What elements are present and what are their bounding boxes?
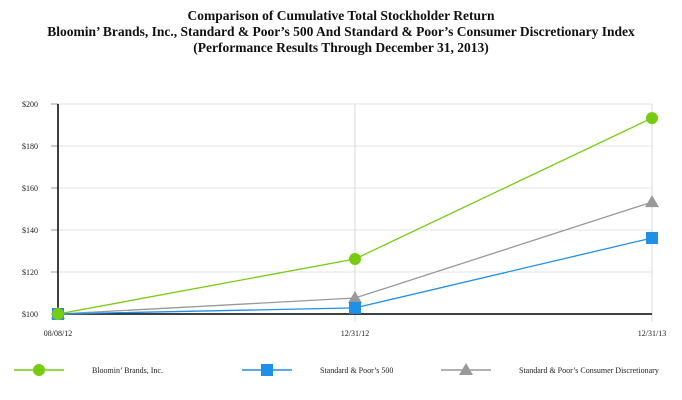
legend-label: Standard & Poor’s Consumer Discretionary [519, 366, 659, 375]
x-tick-label: 12/31/12 [341, 329, 369, 338]
x-tick-label: 08/08/12 [44, 329, 72, 338]
chart-title-line-1: Comparison of Cumulative Total Stockhold… [187, 8, 495, 23]
data-point-square [349, 301, 361, 314]
legend-label: Standard & Poor’s 500 [320, 366, 393, 375]
chart-title-line-3: (Performance Results Through December 31… [193, 40, 489, 55]
legend-marker-square [261, 364, 273, 376]
x-tick-label: 12/31/13 [638, 329, 666, 338]
data-point-square [646, 231, 658, 244]
legend-label: Bloomin’ Brands, Inc. [92, 366, 163, 375]
chart-title-line-2: Bloomin’ Brands, Inc., Standard & Poor’s… [47, 24, 635, 39]
y-tick-label: $200 [22, 100, 38, 109]
y-tick-label: $180 [22, 142, 38, 151]
y-tick-label: $120 [22, 268, 38, 277]
y-tick-label: $140 [22, 226, 38, 235]
legend-marker-triangle [459, 363, 473, 375]
legend-marker-circle [33, 364, 45, 376]
data-point-triangle [645, 195, 659, 208]
data-point-circle [349, 252, 361, 265]
data-point-triangle [348, 291, 362, 304]
data-point-circle [646, 112, 658, 125]
y-tick-label: $100 [22, 310, 38, 319]
y-tick-label: $160 [22, 184, 38, 193]
data-point-circle [52, 308, 64, 320]
